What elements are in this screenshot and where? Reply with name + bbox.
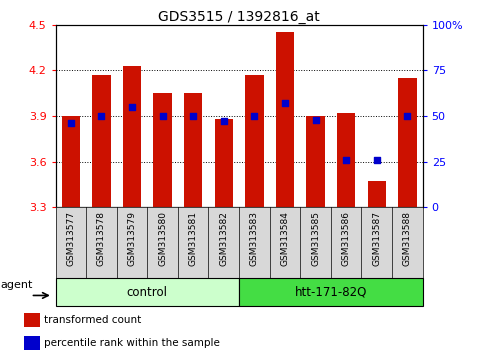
Point bbox=[342, 157, 350, 162]
Point bbox=[128, 104, 136, 110]
Point bbox=[159, 113, 167, 119]
Bar bbox=[337, 113, 355, 207]
Bar bbox=[92, 75, 111, 207]
Point bbox=[251, 113, 258, 119]
Point bbox=[189, 113, 197, 119]
Point bbox=[312, 117, 319, 122]
FancyBboxPatch shape bbox=[239, 278, 423, 306]
Bar bbox=[184, 93, 202, 207]
Text: GSM313588: GSM313588 bbox=[403, 211, 412, 266]
Text: GSM313578: GSM313578 bbox=[97, 211, 106, 266]
Text: GSM313581: GSM313581 bbox=[189, 211, 198, 266]
Text: htt-171-82Q: htt-171-82Q bbox=[295, 286, 367, 298]
Title: GDS3515 / 1392816_at: GDS3515 / 1392816_at bbox=[158, 10, 320, 24]
Bar bbox=[368, 181, 386, 207]
Text: control: control bbox=[127, 286, 168, 298]
Text: GSM313585: GSM313585 bbox=[311, 211, 320, 266]
Text: transformed count: transformed count bbox=[44, 315, 142, 325]
Point bbox=[373, 157, 381, 162]
Point bbox=[403, 113, 411, 119]
Bar bbox=[154, 93, 172, 207]
Bar bbox=[24, 313, 40, 327]
Bar bbox=[276, 32, 294, 207]
Text: GSM313577: GSM313577 bbox=[66, 211, 75, 266]
Point bbox=[220, 119, 227, 124]
Text: percentile rank within the sample: percentile rank within the sample bbox=[44, 338, 220, 348]
Point bbox=[98, 113, 105, 119]
Text: GSM313584: GSM313584 bbox=[281, 211, 289, 266]
Point bbox=[67, 120, 75, 126]
Text: GSM313582: GSM313582 bbox=[219, 211, 228, 266]
Text: GSM313580: GSM313580 bbox=[158, 211, 167, 266]
Point bbox=[281, 100, 289, 106]
Text: agent: agent bbox=[0, 280, 32, 290]
Text: GSM313579: GSM313579 bbox=[128, 211, 137, 266]
Text: GSM313583: GSM313583 bbox=[250, 211, 259, 266]
FancyBboxPatch shape bbox=[56, 278, 239, 306]
Bar bbox=[245, 75, 264, 207]
Bar bbox=[398, 78, 416, 207]
Bar bbox=[306, 116, 325, 207]
Text: GSM313587: GSM313587 bbox=[372, 211, 381, 266]
Text: GSM313586: GSM313586 bbox=[341, 211, 351, 266]
Bar bbox=[123, 66, 141, 207]
Bar bbox=[214, 119, 233, 207]
Bar bbox=[24, 336, 40, 350]
Bar bbox=[62, 116, 80, 207]
